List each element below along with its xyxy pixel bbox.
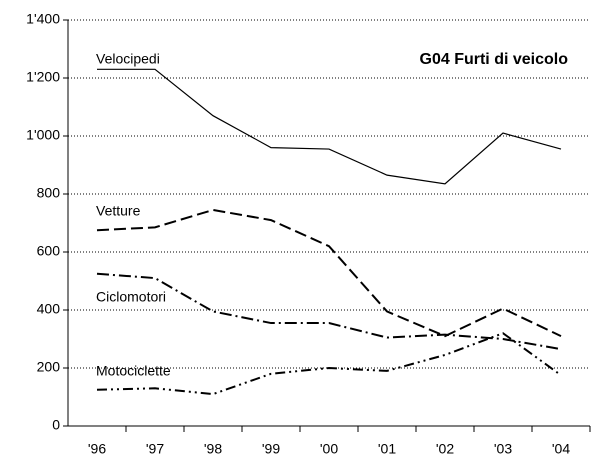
series-line xyxy=(96,272,562,351)
x-tick-label: '04 xyxy=(552,441,570,457)
series-line xyxy=(96,332,562,396)
x-tick-label: '96 xyxy=(88,441,106,457)
x-tick-label: '99 xyxy=(262,441,280,457)
x-tick-label: '97 xyxy=(146,441,164,457)
y-tick-label: 800 xyxy=(37,185,61,201)
x-tick-label: '01 xyxy=(378,441,396,457)
y-tick-label: 200 xyxy=(37,359,61,375)
x-tick-label: '02 xyxy=(436,441,454,457)
series-label: Motociclette xyxy=(96,363,171,379)
series-label: Velocipedi xyxy=(96,51,160,67)
x-tick-label: '98 xyxy=(204,441,222,457)
y-tick-label: 1'200 xyxy=(26,69,60,85)
y-tick-label: 0 xyxy=(52,417,60,433)
x-tick-label: '03 xyxy=(494,441,512,457)
series-line xyxy=(96,208,562,338)
series-label: Vetture xyxy=(96,203,141,219)
x-tick-label: '00 xyxy=(320,441,338,457)
chart-title: G04 Furti di veicolo xyxy=(420,51,569,68)
y-tick-label: 1'400 xyxy=(26,11,60,27)
series-label: Ciclomotori xyxy=(96,289,166,305)
y-tick-label: 1'000 xyxy=(26,127,60,143)
series-line xyxy=(97,68,562,185)
y-tick-label: 600 xyxy=(37,243,61,259)
y-tick-label: 400 xyxy=(37,301,61,317)
